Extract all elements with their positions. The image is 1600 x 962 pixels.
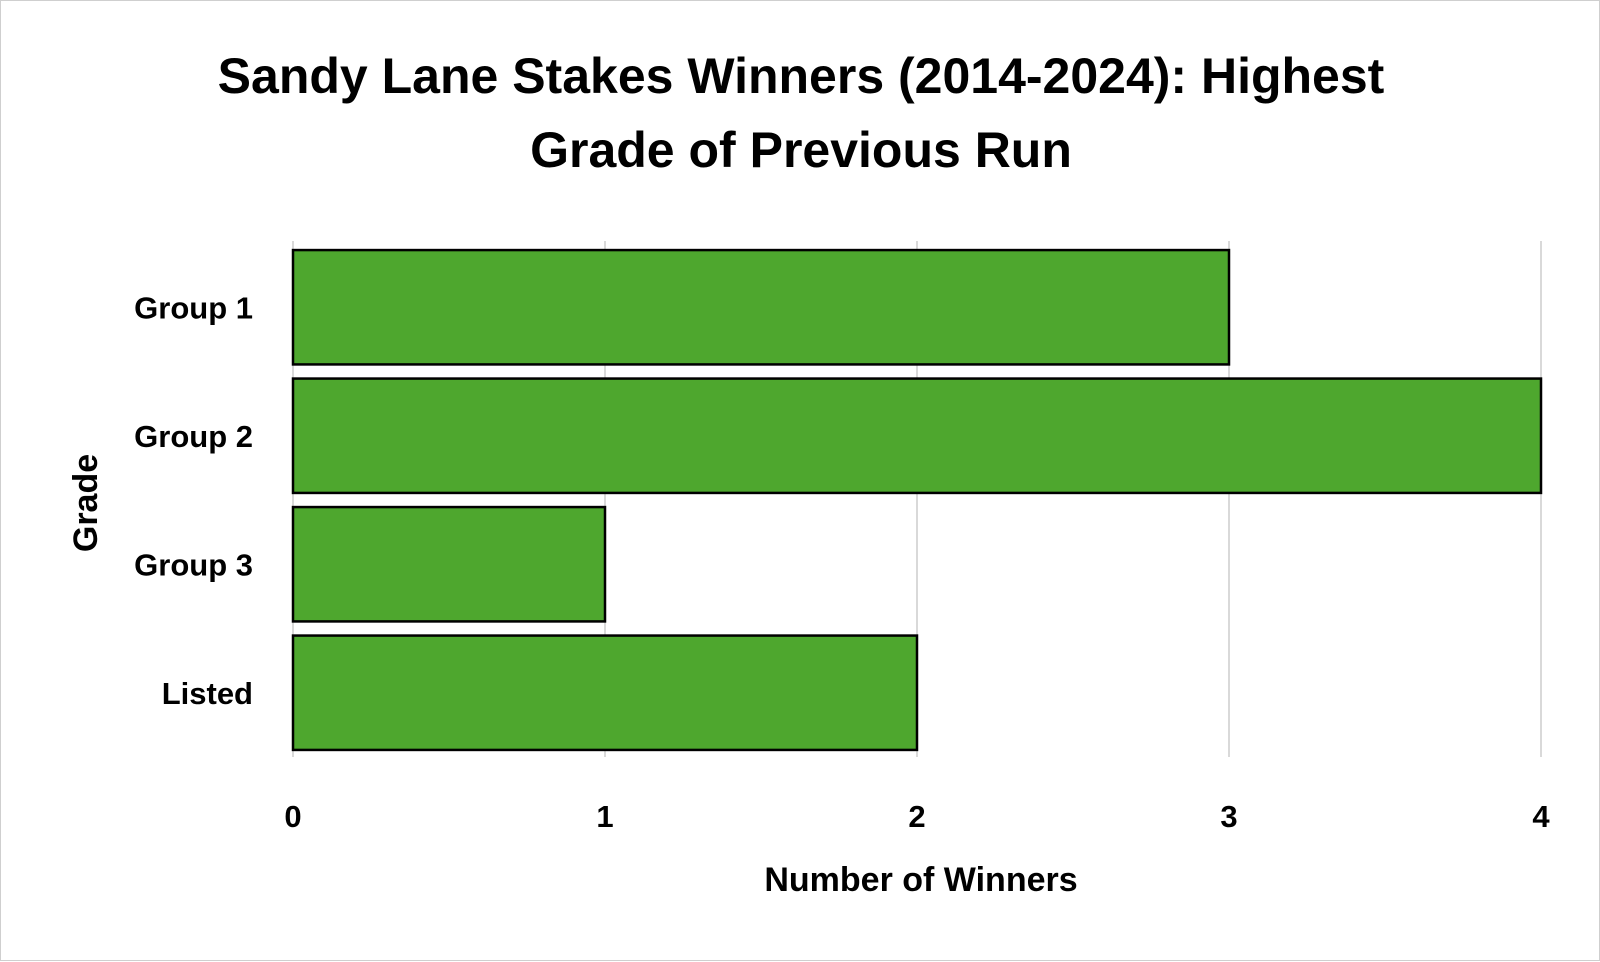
x-axis-title: Number of Winners: [764, 861, 1077, 899]
bar-group-1: [291, 248, 1231, 366]
category-label-listed: Listed: [162, 676, 253, 711]
bar-listed: [291, 634, 919, 752]
category-labels: Group 1 Group 2 Group 3 Listed: [134, 290, 253, 711]
x-tick-label-4: 4: [1532, 799, 1550, 834]
x-tick-labels: 0 1 2 3 4: [284, 799, 1550, 834]
bar-group-2: [291, 377, 1543, 495]
x-tick-label-1: 1: [596, 799, 613, 834]
bars: [291, 248, 1543, 752]
x-tick-label-2: 2: [908, 799, 925, 834]
category-label-group-3: Group 3: [134, 547, 253, 582]
chart-title-line-2: Grade of Previous Run: [530, 122, 1072, 178]
x-tick-label-3: 3: [1220, 799, 1237, 834]
x-tick-label-0: 0: [284, 799, 301, 834]
chart-title-line-1: Sandy Lane Stakes Winners (2014-2024): H…: [218, 48, 1385, 104]
category-label-group-1: Group 1: [134, 290, 253, 325]
y-axis-title: Grade: [67, 454, 105, 552]
bar-group-3: [291, 505, 607, 623]
category-label-group-2: Group 2: [134, 419, 253, 454]
